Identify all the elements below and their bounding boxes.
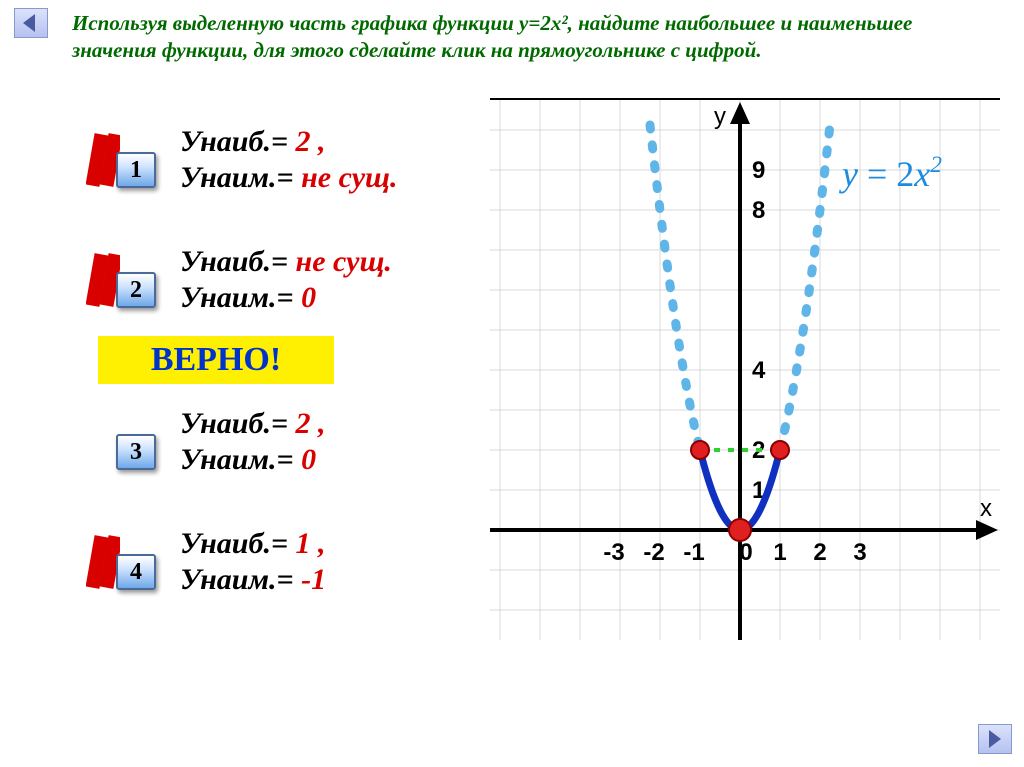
answer-text: Унаиб.= 2 , Унаим.= 0: [180, 406, 326, 478]
answer-row: 1 Унаиб.= 2 , Унаим.= не сущ.: [80, 130, 510, 220]
option-button-1[interactable]: 1: [116, 152, 156, 188]
wrong-mark-icon: [86, 532, 120, 592]
option-button-2[interactable]: 2: [116, 272, 156, 308]
arrow-right-icon: [985, 730, 1005, 748]
answer-row: 3 Унаиб.= 2 , Унаим.= 0: [80, 412, 510, 502]
answer-row: 2 Унаиб.= не сущ. Унаим.= 0: [80, 250, 510, 340]
wrong-mark-icon: [86, 250, 120, 310]
svg-text:х: х: [980, 495, 992, 522]
svg-text:1: 1: [773, 539, 786, 566]
option-button-4[interactable]: 4: [116, 554, 156, 590]
svg-text:-3: -3: [603, 539, 624, 566]
svg-text:2: 2: [813, 539, 826, 566]
answer-row: 4 Унаиб.= 1 , Унаим.= -1: [80, 532, 510, 622]
graph-panel: -3-2-1012312489хуy = 2x2: [490, 98, 1000, 638]
answer-text: Унаиб.= 2 , Унаим.= не сущ.: [180, 124, 398, 196]
svg-text:0: 0: [739, 539, 752, 566]
wrong-mark-icon: [86, 130, 120, 190]
answer-text: Унаиб.= 1 , Унаим.= -1: [180, 526, 326, 598]
answers-panel: 1 Унаиб.= 2 , Унаим.= не сущ. 2 Унаиб.= …: [80, 130, 510, 644]
svg-text:9: 9: [752, 157, 765, 184]
svg-text:8: 8: [752, 197, 765, 224]
correct-banner: ВЕРНО!: [98, 336, 334, 384]
svg-text:y = 2x2: y = 2x2: [839, 152, 942, 194]
svg-text:-2: -2: [643, 539, 664, 566]
nav-prev-button[interactable]: [14, 8, 48, 38]
instruction-text: Используя выделенную часть графика функц…: [72, 10, 972, 65]
function-graph: -3-2-1012312489хуy = 2x2: [490, 100, 1000, 640]
arrow-left-icon: [21, 14, 41, 32]
nav-next-button[interactable]: [978, 724, 1012, 754]
svg-text:у: у: [714, 103, 726, 130]
answer-text: Унаиб.= не сущ. Унаим.= 0: [180, 244, 392, 316]
option-button-3[interactable]: 3: [116, 434, 156, 470]
svg-text:4: 4: [752, 357, 766, 384]
svg-text:-1: -1: [683, 539, 704, 566]
svg-text:3: 3: [853, 539, 866, 566]
